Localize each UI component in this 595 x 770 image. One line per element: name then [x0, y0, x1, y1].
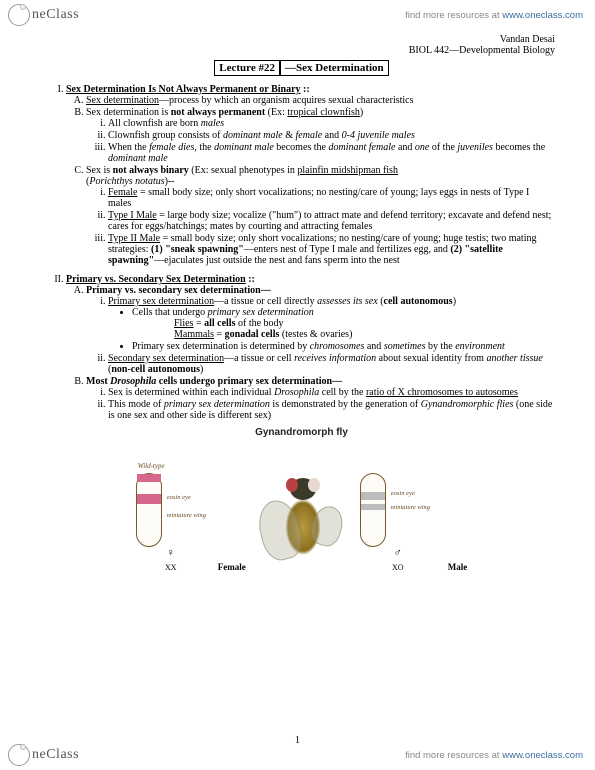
document-page: Vandan Desai BIOL 442—Developmental Biol…	[0, 30, 595, 572]
site-logo: neClass	[8, 4, 79, 26]
figure-caption: Gynandromorph fly	[48, 427, 555, 438]
sec2-A-ii: Secondary sex determination—a tissue or …	[108, 353, 555, 375]
author-block: Vandan Desai BIOL 442—Developmental Biol…	[48, 34, 555, 56]
right-oval-icon: eosin eye miniature wing	[360, 473, 386, 547]
wildtype-label: Wild-type	[136, 463, 165, 471]
sec2-B: Most Drosophila cells undergo primary se…	[86, 376, 555, 421]
sec2-B-ii: This mode of primary sex determination i…	[108, 399, 555, 421]
sec1-A: Sex determination—process by which an or…	[86, 95, 555, 106]
lecture-number-boxed: Lecture #22	[214, 60, 280, 76]
male-chromosome-label: ♂ XO	[392, 547, 404, 572]
sec2-A: Primary vs. secondary sex determination—…	[86, 285, 555, 375]
male-label-col: Male	[448, 562, 468, 572]
logo-circle-icon	[8, 4, 30, 26]
lecture-title: Lecture #22—Sex Determination	[48, 62, 555, 74]
sec2-B-i: Sex is determined within each individual…	[108, 387, 555, 398]
sec2-A-i-bullet1: Cells that undergo primary sex determina…	[132, 307, 555, 340]
sec2-A-i: Primary sex determination—a tissue or ce…	[108, 296, 555, 352]
resources-link[interactable]: find more resources at www.oneclass.com	[405, 10, 583, 21]
sec1-B-iii: When the female dies, the dominant male …	[108, 142, 555, 164]
figure-left-column: Wild-type eosin eye miniature wing ♀ XX	[136, 463, 206, 572]
site-logo-bottom: neClass	[8, 744, 79, 766]
fly-illustration-icon	[258, 472, 348, 572]
female-label-col: Female	[218, 562, 246, 572]
sec1-C-i: Female = small body size; only short voc…	[108, 187, 555, 209]
logo-text-bottom: neClass	[32, 747, 79, 763]
sec1-C-iii: Type II Male = small body size; only sho…	[108, 233, 555, 266]
sec1-B-ii: Clownfish group consists of dominant mal…	[108, 130, 555, 141]
section-1: Sex Determination Is Not Always Permanen…	[66, 84, 555, 266]
author-name: Vandan Desai	[48, 34, 555, 45]
section-list: Sex Determination Is Not Always Permanen…	[48, 84, 555, 421]
bottom-banner: neClass find more resources at www.onecl…	[0, 740, 595, 770]
section-1-heading: Sex Determination Is Not Always Permanen…	[66, 84, 301, 95]
female-chromosome-label: ♀ XX	[165, 547, 177, 572]
section-2: Primary vs. Secondary Sex Determination …	[66, 274, 555, 421]
resources-link-bottom[interactable]: find more resources at www.oneclass.com	[405, 750, 583, 761]
logo-text: neClass	[32, 7, 79, 23]
left-oval-icon: eosin eye miniature wing	[136, 473, 162, 547]
course-code: BIOL 442—Developmental Biology	[48, 45, 555, 56]
section-2-heading: Primary vs. Secondary Sex Determination	[66, 274, 246, 285]
gynandromorph-figure: Wild-type eosin eye miniature wing ♀ XX …	[48, 442, 555, 572]
logo-circle-icon	[8, 744, 30, 766]
sec1-C: Sex is not always binary (Ex: sexual phe…	[86, 165, 555, 266]
lecture-title-rest: —Sex Determination	[280, 60, 389, 76]
sec2-A-i-bullet2: Primary sex determination is determined …	[132, 341, 555, 352]
sec1-B-i: All clownfish are born males	[108, 118, 555, 129]
figure-right-column: eosin eye miniature wing ♂ XO	[360, 473, 436, 572]
sec1-C-ii: Type I Male = large body size; vocalize …	[108, 210, 555, 232]
sec1-B: Sex determination is not always permanen…	[86, 107, 555, 164]
top-banner: neClass find more resources at www.onecl…	[0, 0, 595, 30]
